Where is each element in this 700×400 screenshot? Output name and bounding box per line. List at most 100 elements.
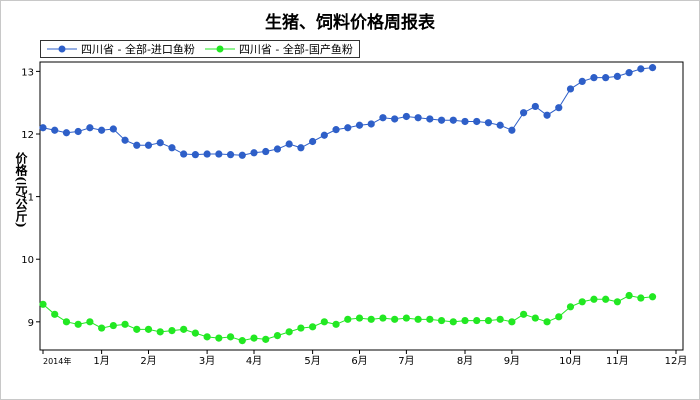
- data-point-series-1: [555, 313, 563, 321]
- data-point-series-0: [156, 139, 164, 147]
- data-point-series-1: [168, 326, 176, 335]
- x-tick-label: 5月: [304, 355, 320, 367]
- data-point-series-1: [297, 324, 305, 332]
- data-point-series-1: [262, 335, 270, 343]
- data-point-series-0: [590, 74, 598, 82]
- x-tick-label: 1月: [93, 355, 109, 367]
- data-point-series-0: [144, 141, 153, 149]
- data-point-series-1: [613, 298, 621, 306]
- data-point-series-0: [62, 129, 71, 137]
- data-point-series-1: [402, 314, 410, 322]
- data-point-series-1: [367, 315, 375, 323]
- data-point-series-0: [250, 149, 258, 157]
- data-point-series-1: [355, 314, 364, 322]
- data-point-series-0: [566, 85, 575, 93]
- data-point-series-0: [637, 65, 645, 73]
- data-point-series-1: [203, 333, 211, 341]
- data-point-series-1: [437, 316, 446, 325]
- x-tick-label: 2014年: [43, 356, 71, 366]
- data-point-series-0: [602, 74, 610, 82]
- chart-legend: 四川省 - 全部-进口鱼粉 四川省 - 全部-国产鱼粉: [40, 40, 360, 58]
- x-tick-label: 11月: [606, 355, 629, 367]
- data-point-series-1: [461, 316, 469, 325]
- data-point-series-0: [215, 150, 223, 158]
- legend-label-imported: 四川省 - 全部-进口鱼粉: [81, 43, 195, 56]
- x-tick-label: 7月: [398, 355, 414, 367]
- data-point-series-0: [520, 109, 528, 117]
- y-tick-label: 10: [21, 255, 34, 266]
- data-point-series-0: [226, 151, 235, 159]
- data-point-series-1: [98, 324, 106, 332]
- data-point-series-0: [379, 114, 387, 122]
- data-point-series-1: [379, 314, 387, 322]
- data-point-series-0: [613, 72, 621, 80]
- data-point-series-0: [414, 114, 422, 122]
- data-point-series-0: [309, 137, 317, 146]
- data-point-series-0: [86, 124, 94, 132]
- data-point-series-1: [625, 291, 633, 300]
- chart-title: 生猪、饲料价格周报表: [265, 13, 435, 33]
- data-point-series-0: [426, 115, 434, 123]
- data-point-series-1: [602, 295, 610, 303]
- data-point-series-0: [555, 104, 563, 112]
- data-point-series-1: [344, 315, 352, 323]
- data-point-series-0: [121, 136, 129, 144]
- data-point-series-0: [496, 121, 504, 129]
- data-point-series-0: [74, 127, 82, 136]
- data-point-series-0: [344, 124, 352, 132]
- data-point-series-0: [203, 150, 211, 158]
- data-point-series-1: [226, 333, 235, 341]
- legend-item-imported-fishmeal: 四川省 - 全部-进口鱼粉: [47, 41, 195, 57]
- data-point-series-0: [262, 147, 270, 156]
- data-point-series-1: [238, 337, 246, 345]
- plot-area-border: [39, 61, 684, 351]
- data-point-series-0: [508, 126, 516, 134]
- legend-item-domestic-fishmeal: 四川省 - 全部-国产鱼粉: [204, 41, 353, 57]
- data-point-series-1: [496, 315, 504, 323]
- data-point-series-1: [520, 310, 528, 318]
- data-point-series-1: [156, 328, 164, 336]
- data-point-series-0: [320, 131, 328, 139]
- y-tick-label: 9: [28, 318, 34, 329]
- data-point-series-0: [367, 120, 375, 128]
- data-point-series-1: [51, 310, 59, 318]
- data-point-series-1: [62, 318, 71, 326]
- data-point-series-1: [121, 320, 129, 328]
- data-point-series-0: [238, 151, 246, 159]
- data-point-series-1: [531, 314, 539, 322]
- data-point-series-1: [566, 303, 575, 311]
- data-point-series-1: [414, 315, 422, 323]
- data-point-series-1: [309, 323, 317, 331]
- data-point-series-1: [320, 318, 328, 326]
- data-point-series-1: [484, 316, 493, 325]
- y-tick-label: 13: [21, 67, 34, 78]
- x-tick-label: 12月: [665, 355, 688, 367]
- data-point-series-1: [144, 325, 153, 333]
- data-point-series-1: [191, 329, 199, 337]
- data-point-series-0: [39, 124, 47, 132]
- data-point-series-1: [578, 298, 586, 306]
- legend-swatch-domestic: [204, 45, 235, 53]
- data-point-series-1: [133, 325, 141, 333]
- data-point-series-0: [51, 126, 59, 134]
- data-point-series-0: [355, 121, 364, 129]
- data-point-series-1: [391, 315, 399, 323]
- data-point-series-0: [449, 116, 457, 124]
- data-point-series-1: [473, 316, 481, 325]
- data-point-series-1: [180, 325, 188, 333]
- data-point-series-1: [637, 294, 645, 302]
- data-point-series-1: [215, 334, 223, 342]
- data-point-series-0: [109, 125, 117, 133]
- data-point-series-0: [332, 126, 340, 134]
- data-point-series-0: [531, 102, 539, 111]
- data-point-series-0: [543, 111, 551, 119]
- data-point-series-1: [449, 318, 457, 326]
- data-point-series-0: [578, 77, 586, 86]
- y-tick-label: 12: [21, 130, 34, 141]
- data-point-series-1: [250, 334, 258, 342]
- data-point-series-1: [39, 300, 47, 308]
- data-point-series-0: [273, 145, 282, 153]
- series-line-0: [42, 67, 653, 156]
- x-tick-label: 2月: [140, 355, 156, 367]
